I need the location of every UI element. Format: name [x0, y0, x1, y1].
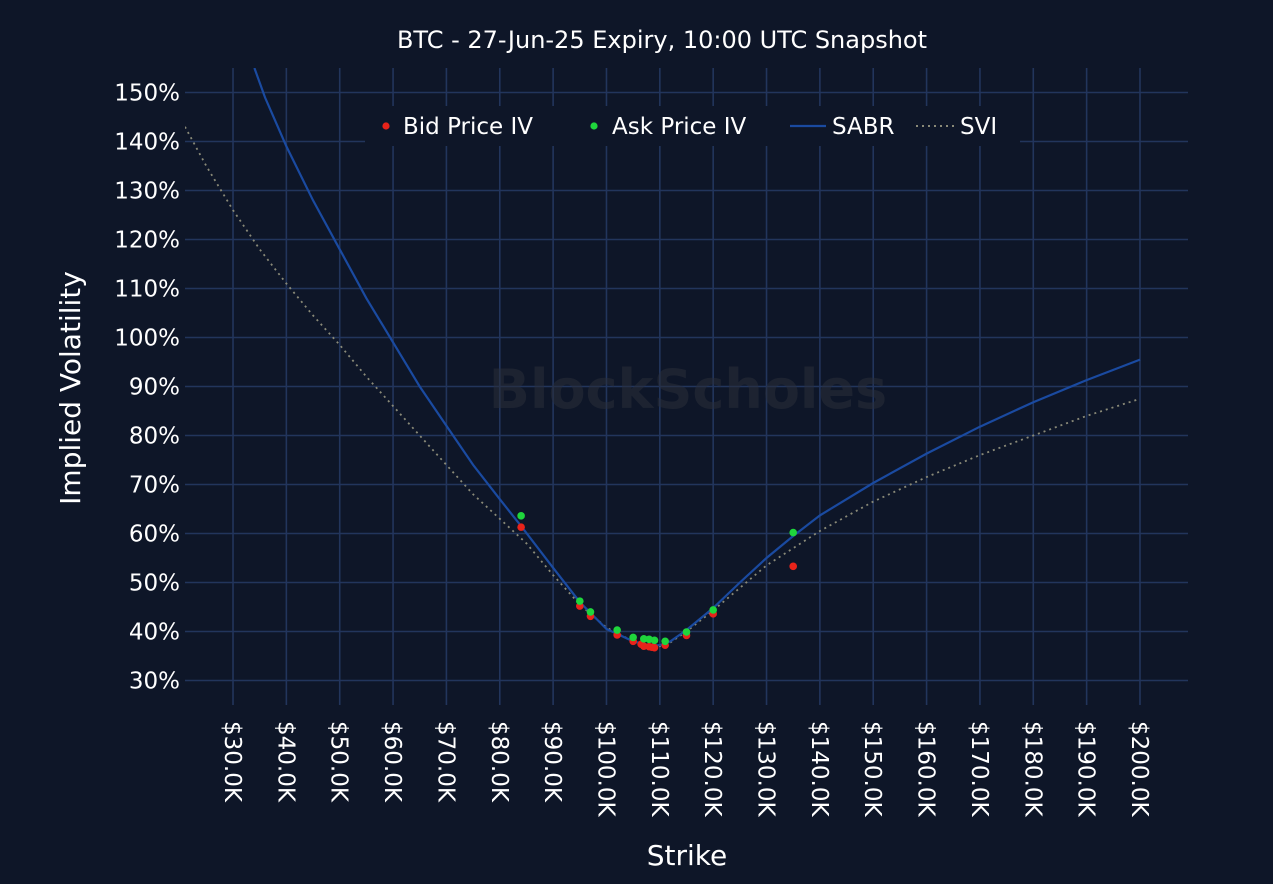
legend-svi-label: SVI: [960, 114, 997, 140]
ask-iv-point: [613, 626, 621, 634]
x-tick-label: $170.0K: [966, 721, 992, 817]
grid: [185, 68, 1188, 705]
watermark: BlockScholes: [489, 358, 887, 421]
x-tick-label: $190.0K: [1073, 721, 1099, 817]
x-tick-label: $110.0K: [646, 721, 672, 817]
x-tick-label: $100.0K: [592, 721, 618, 817]
ask-iv-point: [575, 597, 584, 605]
bid-iv-point: [650, 643, 659, 652]
legend-sabr-label: SABR: [832, 114, 895, 140]
legend-item-ask[interactable]: Ask Price IV: [590, 114, 747, 140]
ask-iv-point: [682, 628, 691, 636]
legend-ask-marker: [590, 122, 598, 130]
y-tick-label: 50%: [129, 571, 180, 597]
x-tick-label: $80.0K: [486, 721, 512, 803]
plot-area: [185, 68, 1141, 652]
x-tick-label: $40.0K: [272, 721, 298, 803]
x-tick-label: $50.0K: [326, 721, 352, 803]
y-tick-label: 140%: [114, 130, 180, 156]
legend-item-bid[interactable]: Bid Price IV: [382, 114, 533, 140]
svi-curve: [185, 126, 1141, 648]
series-layer: [185, 68, 1141, 652]
y-tick-label: 60%: [129, 522, 180, 548]
legend-bid-label: Bid Price IV: [403, 114, 533, 140]
x-tick-label: $180.0K: [1019, 721, 1045, 817]
x-tick-label: $70.0K: [432, 721, 458, 803]
x-tick-label: $90.0K: [539, 721, 565, 803]
x-tick-label: $200.0K: [1126, 721, 1152, 817]
bid-iv-point: [517, 523, 525, 531]
ask-iv-point: [709, 606, 717, 614]
x-axis-ticks: $30.0K $40.0K $50.0K $60.0K $70.0K $80.0K $90.…: [219, 721, 1152, 817]
legend-bid-marker: [382, 122, 390, 130]
legend-ask-label: Ask Price IV: [612, 114, 747, 140]
y-tick-label: 90%: [129, 375, 180, 401]
y-axis-ticks: 30% 40% 50% 60% 70% 80% 90% 100% 110% 120% 130% 140…: [114, 81, 180, 695]
y-tick-label: 110%: [114, 277, 180, 303]
y-tick-label: 80%: [129, 424, 180, 450]
x-tick-label: $160.0K: [913, 721, 939, 817]
legend: Bid Price IV Ask Price IV SABR SVI: [365, 106, 1020, 146]
chart-title: BTC - 27-Jun-25 Expiry, 10:00 UTC Snapsh…: [397, 26, 927, 54]
y-tick-label: 70%: [129, 473, 180, 499]
x-tick-label: $150.0K: [859, 721, 885, 817]
x-tick-label: $130.0K: [753, 721, 779, 817]
legend-item-svi[interactable]: SVI: [916, 114, 997, 140]
y-tick-label: 40%: [129, 620, 180, 646]
ask-iv-point: [629, 633, 637, 642]
ask-iv-point: [650, 636, 659, 645]
ask-iv-point: [661, 637, 669, 646]
x-tick-label: $60.0K: [379, 721, 405, 803]
x-tick-label: $30.0K: [219, 721, 245, 803]
y-axis-title: Implied Volatility: [54, 271, 87, 505]
y-tick-label: 130%: [114, 179, 180, 205]
ask-iv-point: [586, 608, 595, 616]
ask-iv-point: [789, 528, 798, 537]
y-tick-label: 30%: [129, 669, 180, 695]
x-tick-label: $120.0K: [699, 721, 725, 817]
bid-iv-point: [789, 562, 798, 571]
legend-item-sabr[interactable]: SABR: [790, 114, 895, 140]
ask-iv-point: [517, 512, 525, 520]
legend-background: [365, 106, 1020, 146]
y-tick-label: 100%: [114, 326, 180, 352]
x-axis-title: Strike: [647, 839, 728, 872]
y-tick-label: 120%: [114, 228, 180, 254]
x-tick-label: $140.0K: [806, 721, 832, 817]
y-tick-label: 150%: [114, 81, 180, 107]
